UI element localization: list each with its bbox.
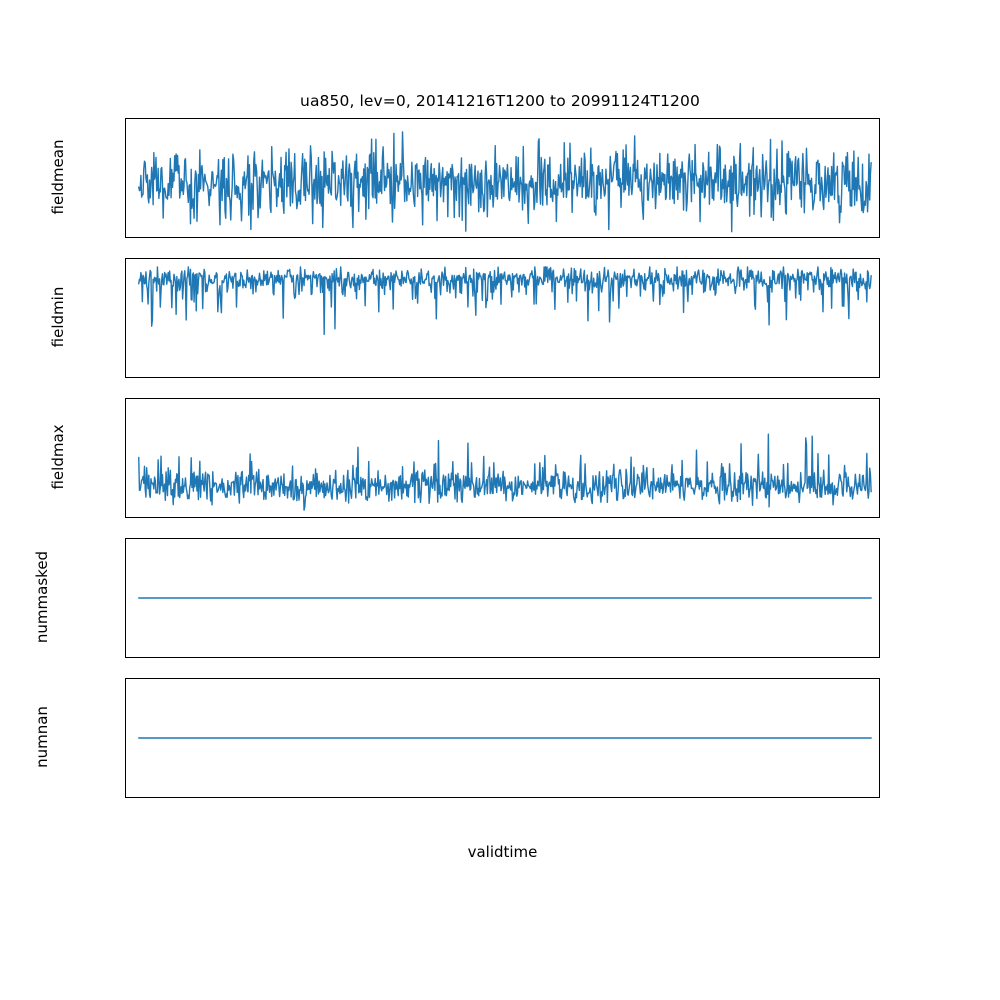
y-tick-mark [125, 356, 126, 357]
subplot-fieldmax: 2040602020203020402050206020702080209021… [125, 398, 880, 518]
y-tick-mark [125, 147, 126, 148]
x-tick-mark [787, 377, 788, 378]
x-tick-mark [174, 377, 175, 378]
x-tick-mark [262, 377, 263, 378]
x-tick-mark [874, 377, 875, 378]
y-tick-mark [125, 423, 126, 424]
subplot-fieldmin: −60−40−202020203020402050206020702080209… [125, 258, 880, 378]
y-axis-label-fieldmax: fieldmax [49, 424, 67, 490]
x-tick-mark [349, 237, 350, 238]
x-tick-mark [874, 657, 875, 658]
x-tick-mark [437, 377, 438, 378]
x-tick-mark [174, 237, 175, 238]
x-tick-mark [787, 797, 788, 798]
x-tick-mark [524, 797, 525, 798]
x-tick-mark [699, 797, 700, 798]
y-tick-mark [125, 548, 126, 549]
x-tick-mark [787, 237, 788, 238]
y-tick-mark [125, 275, 126, 276]
x-tick-mark [524, 657, 525, 658]
subplot-nummasked: −0.050.000.05202020302040205020602070208… [125, 538, 880, 658]
subplot-fieldmean: 05202020302040205020602070208020902100 [125, 118, 880, 238]
x-tick-mark [437, 237, 438, 238]
series-numnan [126, 679, 879, 797]
x-tick-mark [262, 237, 263, 238]
series-fieldmin [126, 259, 879, 377]
y-tick-mark [125, 192, 126, 193]
y-tick-mark [125, 688, 126, 689]
y-tick-mark [125, 598, 126, 599]
y-tick-mark [125, 315, 126, 316]
x-tick-mark [349, 377, 350, 378]
x-tick-mark [174, 657, 175, 658]
x-tick-mark [874, 237, 875, 238]
x-tick-mark [612, 377, 613, 378]
x-tick-mark [699, 657, 700, 658]
x-tick-mark [699, 517, 700, 518]
x-tick-mark [262, 657, 263, 658]
x-tick-mark [349, 517, 350, 518]
x-tick-mark [874, 517, 875, 518]
x-tick-mark [524, 377, 525, 378]
x-tick-mark [262, 517, 263, 518]
x-tick-mark [612, 237, 613, 238]
x-tick-mark [174, 797, 175, 798]
series-fieldmax [126, 399, 879, 517]
x-tick-mark [612, 517, 613, 518]
x-tick-mark [437, 797, 438, 798]
x-tick-mark [787, 517, 788, 518]
y-tick-mark [125, 788, 126, 789]
x-tick-mark [612, 657, 613, 658]
subplot-numnan: −0.050.000.05202020302040205020602070208… [125, 678, 880, 798]
x-tick-mark [699, 377, 700, 378]
y-tick-mark [125, 738, 126, 739]
x-tick-mark [437, 517, 438, 518]
x-axis-label: validtime [467, 843, 538, 861]
y-axis-label-nummasked: nummasked [33, 550, 51, 644]
x-tick-mark [524, 517, 525, 518]
x-tick-mark [349, 797, 350, 798]
y-axis-label-fieldmean: fieldmean [49, 139, 67, 215]
x-tick-mark [874, 797, 875, 798]
y-tick-mark [125, 507, 126, 508]
y-tick-mark [125, 648, 126, 649]
series-fieldmean [126, 119, 879, 237]
x-tick-mark [524, 237, 525, 238]
x-tick-mark [787, 657, 788, 658]
x-tick-mark [437, 657, 438, 658]
x-tick-mark [262, 797, 263, 798]
x-tick-mark [349, 657, 350, 658]
figure-title: ua850, lev=0, 20141216T1200 to 20991124T… [300, 92, 700, 110]
series-nummasked [126, 539, 879, 657]
y-axis-label-fieldmin: fieldmin [49, 286, 67, 348]
y-tick-mark [125, 465, 126, 466]
x-tick-mark [699, 237, 700, 238]
y-axis-label-numnan: numnan [33, 706, 51, 768]
x-tick-mark [174, 517, 175, 518]
x-tick-mark [612, 797, 613, 798]
